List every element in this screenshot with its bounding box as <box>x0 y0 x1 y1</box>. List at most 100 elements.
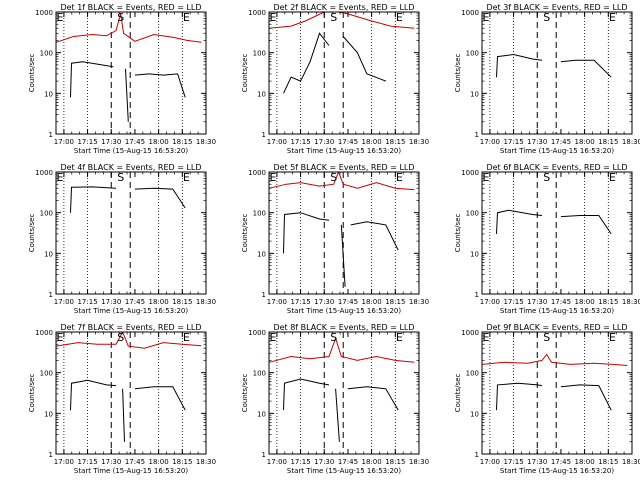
x-tick-label: 17:00 <box>480 458 500 466</box>
chart-title: Det 1f BLACK = Events, RED = LLD <box>60 3 201 12</box>
y-tick-label: 1 <box>262 291 266 299</box>
x-tick-label: 17:45 <box>338 298 358 306</box>
lld-series-line <box>56 13 202 43</box>
lld-series-line <box>269 12 415 29</box>
x-tick-label: 18:00 <box>149 138 169 146</box>
x-tick-label: 18:30 <box>196 298 216 306</box>
y-axis-label: Counts/sec <box>454 214 462 253</box>
x-tick-label: 18:00 <box>575 458 595 466</box>
events-series-line <box>560 59 612 78</box>
x-axis-label: Start Time (15-Aug-15 16:53:20) <box>500 307 614 315</box>
lld-series-line <box>482 353 628 366</box>
plot-frame <box>481 331 633 455</box>
x-tick-label: 18:30 <box>409 458 429 466</box>
events-series-line <box>340 224 346 287</box>
y-tick-label: 100 <box>253 370 266 378</box>
x-tick-label: 17:00 <box>480 138 500 146</box>
x-tick-label: 17:45 <box>338 458 358 466</box>
x-tick-label: 17:15 <box>290 458 310 466</box>
marker-label: E <box>57 331 64 344</box>
y-tick-label: 1 <box>475 131 479 139</box>
x-tick-label: 17:30 <box>314 458 334 466</box>
marker-label: E <box>270 331 277 344</box>
marker-label: S <box>543 11 550 24</box>
plot-frame <box>55 171 207 295</box>
marker-label: S <box>330 171 337 184</box>
y-tick-label: 1 <box>49 131 53 139</box>
plot-frame <box>55 11 207 135</box>
x-tick-label: 18:15 <box>385 298 405 306</box>
x-tick-label: 17:30 <box>101 458 121 466</box>
x-axis-label: Start Time (15-Aug-15 16:53:20) <box>500 147 614 155</box>
x-tick-label: 18:30 <box>409 298 429 306</box>
x-tick-label: 18:15 <box>598 138 618 146</box>
x-tick-label: 18:15 <box>172 458 192 466</box>
marker-label: E <box>270 11 277 24</box>
events-series-line <box>134 73 186 98</box>
x-tick-label: 18:00 <box>362 458 382 466</box>
y-axis-label: Counts/sec <box>28 374 36 413</box>
marker-label: S <box>117 331 124 344</box>
x-tick-label: 18:00 <box>149 298 169 306</box>
events-series-line <box>496 53 543 78</box>
events-series-line <box>122 388 125 442</box>
marker-label: E <box>609 171 616 184</box>
y-tick-label: 10 <box>44 90 53 98</box>
x-tick-label: 17:00 <box>54 458 74 466</box>
y-tick-label: 10 <box>257 250 266 258</box>
plot-frame <box>55 331 207 455</box>
lld-series-line <box>56 332 202 349</box>
x-axis-label: Start Time (15-Aug-15 16:53:20) <box>287 467 401 475</box>
x-tick-label: 17:45 <box>125 298 145 306</box>
y-tick-label: 1 <box>262 451 266 459</box>
marker-label: E <box>270 171 277 184</box>
y-tick-label: 10 <box>44 250 53 258</box>
y-tick-label: 100 <box>40 50 53 58</box>
marker-label: S <box>117 171 124 184</box>
plot-frame <box>268 11 420 135</box>
x-tick-label: 18:00 <box>362 138 382 146</box>
x-tick-label: 17:30 <box>314 298 334 306</box>
x-tick-label: 17:45 <box>551 458 571 466</box>
x-tick-label: 17:00 <box>267 138 287 146</box>
x-tick-label: 18:00 <box>575 138 595 146</box>
y-tick-label: 10 <box>470 90 479 98</box>
x-tick-label: 18:30 <box>409 138 429 146</box>
events-series-line <box>560 215 612 235</box>
marker-label: S <box>330 11 337 24</box>
events-series-line <box>350 221 399 251</box>
marker-label: E <box>57 11 64 24</box>
plot-frame <box>268 331 420 455</box>
y-axis-label: Counts/sec <box>241 54 249 93</box>
y-tick-label: 1000 <box>35 9 53 17</box>
x-tick-label: 17:30 <box>101 138 121 146</box>
y-axis-label: Counts/sec <box>454 374 462 413</box>
chart-title: Det 9f BLACK = Events, RED = LLD <box>486 323 627 332</box>
y-axis-label: Counts/sec <box>454 54 462 93</box>
x-axis-label: Start Time (15-Aug-15 16:53:20) <box>287 307 401 315</box>
y-tick-label: 100 <box>466 210 479 218</box>
marker-label: E <box>57 171 64 184</box>
x-tick-label: 18:15 <box>598 298 618 306</box>
x-tick-label: 18:15 <box>172 298 192 306</box>
marker-label: E <box>183 11 190 24</box>
marker-label: S <box>543 171 550 184</box>
y-tick-label: 100 <box>253 210 266 218</box>
plot-frame <box>481 171 633 295</box>
chart-title: Det 5f BLACK = Events, RED = LLD <box>273 163 414 172</box>
y-tick-label: 10 <box>470 410 479 418</box>
y-axis-label: Counts/sec <box>28 214 36 253</box>
events-series-line <box>283 378 330 411</box>
marker-label: S <box>330 331 337 344</box>
marker-label: E <box>396 171 403 184</box>
y-axis-label: Counts/sec <box>241 214 249 253</box>
marker-label: E <box>183 331 190 344</box>
y-tick-label: 1 <box>475 451 479 459</box>
lld-series-line <box>269 336 415 363</box>
y-tick-label: 10 <box>470 250 479 258</box>
chart-title: Det 8f BLACK = Events, RED = LLD <box>273 323 414 332</box>
